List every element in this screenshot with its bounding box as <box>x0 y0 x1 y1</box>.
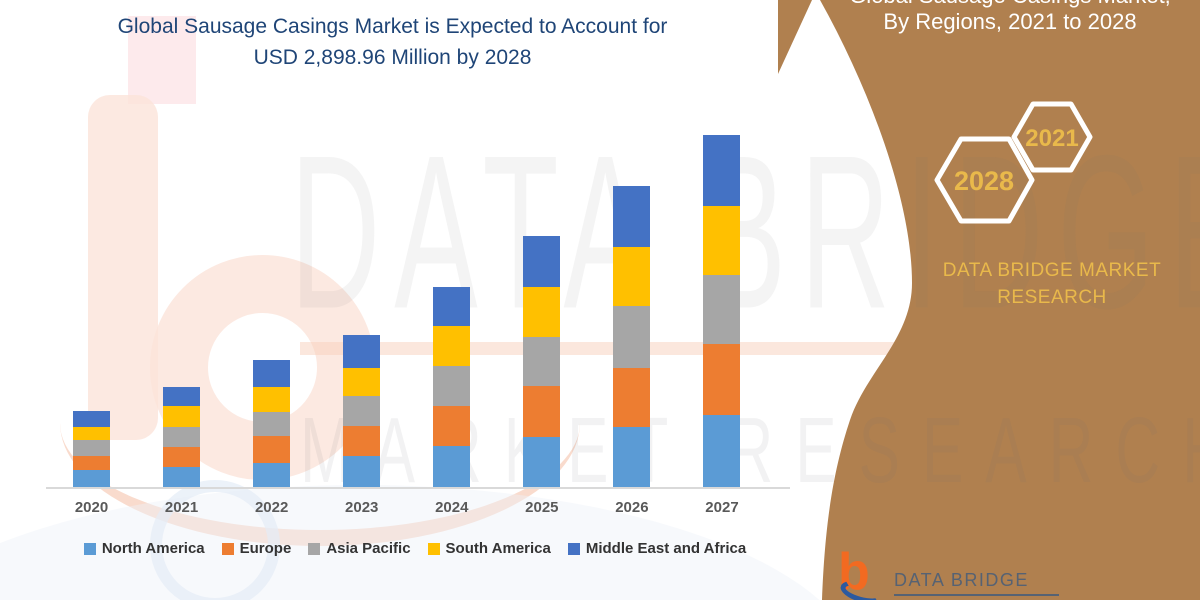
bar-segment-2024-south-america <box>433 326 471 366</box>
legend-item-europe: Europe <box>221 540 292 557</box>
bar-segment-2023-north-america <box>343 456 381 487</box>
logo-letter-b: b <box>838 543 870 600</box>
bar-segment-2024-north-america <box>433 446 471 487</box>
bar-segment-2021-north-america <box>163 467 201 487</box>
legend-label: Europe <box>239 540 292 557</box>
bar-segment-2024-europe <box>433 406 471 446</box>
bar-segment-2023-south-america <box>343 368 381 396</box>
side-panel-corner-wedge <box>778 0 812 74</box>
panel-brand-name: DATA BRIDGE MARKET RESEARCH <box>927 257 1177 311</box>
legend: North America Europe Asia Pacific South Ame… <box>40 540 790 557</box>
bar-segment-2026-asia-pacific <box>613 306 651 368</box>
legend-label: Middle East and Africa <box>585 540 747 557</box>
hexagon-year-small: 2021 <box>1025 125 1078 152</box>
x-axis-label-2026: 2026 <box>615 499 649 516</box>
legend-label: South America <box>445 540 551 557</box>
panel-brand-line1: DATA BRIDGE MARKET <box>942 260 1162 281</box>
chart-title-line1: Global Sausage Casings Market is Expecte… <box>117 15 668 38</box>
plot-area: 2020 2021 2022 2023 2024 2025 2026 2027 <box>73 135 741 516</box>
chart-title-line2: USD 2,898.96 Million by 2028 <box>253 46 532 69</box>
legend-swatch-icon <box>83 542 96 555</box>
company-name: DATA BRIDGE <box>894 570 1059 596</box>
company-logo-text: DATA BRIDGE MARKET RESEARCH <box>894 570 1059 600</box>
legend-swatch-icon <box>427 542 440 555</box>
x-axis-line <box>46 487 790 489</box>
legend-swatch-icon <box>567 542 580 555</box>
bar-segment-2025-middle-east-and-africa <box>523 236 561 287</box>
x-axis-label-2021: 2021 <box>164 499 199 516</box>
x-axis-label-2024: 2024 <box>435 499 469 516</box>
panel-brand-line2: RESEARCH <box>997 287 1107 308</box>
company-logo: b DATA BRIDGE MARKET RESEARCH <box>836 543 1059 600</box>
bar-segment-2024-middle-east-and-africa <box>433 287 471 326</box>
hexagon-2028-icon <box>934 136 1035 224</box>
bar-segment-2027-europe <box>703 344 741 415</box>
legend-item-south-america: South America <box>427 540 551 557</box>
bar-segment-2021-south-america <box>163 406 201 427</box>
bar-segment-2026-middle-east-and-africa <box>613 186 651 247</box>
bar-segment-2027-north-america <box>703 415 741 487</box>
hexagon-year-large: 2028 <box>954 166 1014 196</box>
legend-swatch-icon <box>308 542 321 555</box>
bar-segment-2025-europe <box>523 386 561 437</box>
bar-segment-2027-asia-pacific <box>703 275 741 344</box>
legend-swatch-icon <box>221 542 234 555</box>
bar-segment-2022-middle-east-and-africa <box>253 360 291 387</box>
legend-item-middle-east-and-africa: Middle East and Africa <box>567 540 747 557</box>
bar-segment-2021-middle-east-and-africa <box>163 387 201 406</box>
legend-label: North America <box>101 540 205 557</box>
bar-segment-2023-asia-pacific <box>343 396 381 426</box>
x-axis-label-2023: 2023 <box>345 499 379 516</box>
side-panel-foreground: 2028 2021 <box>934 101 1093 224</box>
side-panel-background <box>778 0 1200 600</box>
bar-segment-2025-asia-pacific <box>523 337 561 386</box>
bar-segment-2020-south-america <box>73 427 110 440</box>
bar-segment-2026-south-america <box>613 247 651 306</box>
chart-title: Global Sausage Casings Market is Expecte… <box>0 11 785 73</box>
bar-segment-2026-north-america <box>613 427 651 487</box>
bar-segment-2024-asia-pacific <box>433 366 471 406</box>
company-logo-icon: b <box>836 543 890 600</box>
bar-segment-2027-middle-east-and-africa <box>703 135 741 206</box>
legend-item-asia-pacific: Asia Pacific <box>308 540 411 557</box>
bar-segment-2021-asia-pacific <box>163 427 201 447</box>
bar-segment-2020-europe <box>73 456 110 470</box>
bar-segment-2023-middle-east-and-africa <box>343 335 381 368</box>
x-axis-label-2020: 2020 <box>74 499 109 516</box>
bar-segment-2022-north-america <box>253 463 291 487</box>
side-panel-shape <box>820 0 1200 600</box>
bar-segment-2023-europe <box>343 426 381 456</box>
panel-title-line1-clipped: Global Sausage Casings Market, <box>820 0 1200 9</box>
legend-label: Asia Pacific <box>326 540 411 557</box>
bar-segment-2020-middle-east-and-africa <box>73 411 110 427</box>
bar-segment-2021-europe <box>163 447 201 467</box>
hexagon-2021-icon <box>1011 101 1093 173</box>
bar-segment-2022-south-america <box>253 387 291 412</box>
panel-title-line2: By Regions, 2021 to 2028 <box>883 9 1137 34</box>
bar-segment-2022-europe <box>253 436 291 463</box>
x-axis-label-2027: 2027 <box>705 499 739 516</box>
x-axis-label-2022: 2022 <box>254 499 289 516</box>
bar-segment-2022-asia-pacific <box>253 412 291 436</box>
bar-segment-2027-south-america <box>703 206 741 275</box>
bar-segment-2025-south-america <box>523 287 561 337</box>
bar-segment-2020-north-america <box>73 470 110 487</box>
bar-segment-2026-europe <box>613 368 651 427</box>
bar-segment-2025-north-america <box>523 437 561 487</box>
bar-segment-2020-asia-pacific <box>73 440 110 456</box>
x-axis-label-2025: 2025 <box>525 499 559 516</box>
legend-item-north-america: North America <box>83 540 205 557</box>
